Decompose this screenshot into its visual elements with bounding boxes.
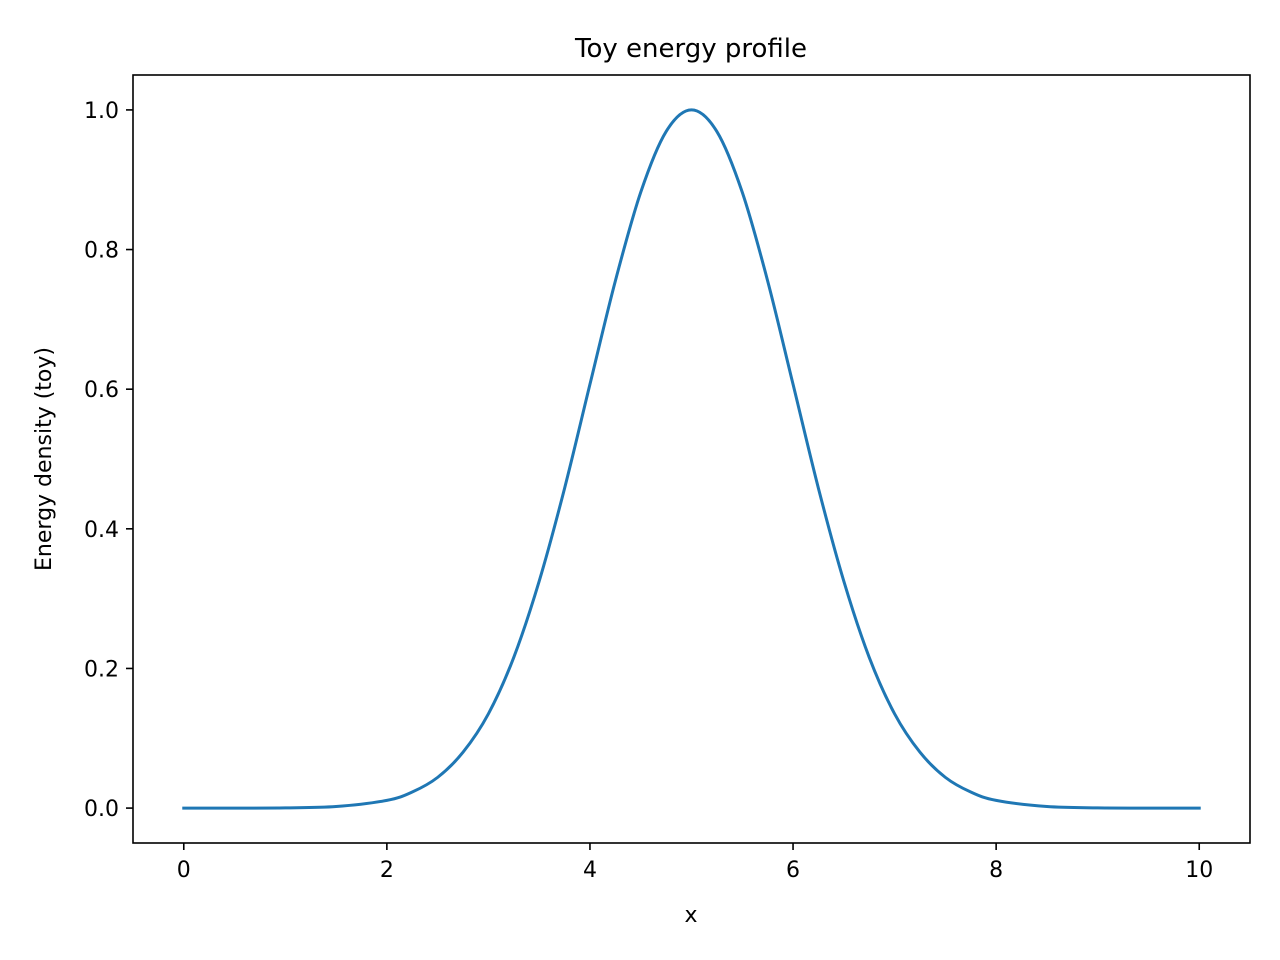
x-tick-label: 4 bbox=[583, 858, 597, 883]
plot-area-frame bbox=[132, 74, 1251, 844]
y-tick-label: 0.4 bbox=[84, 518, 119, 543]
y-tick-label: 1.0 bbox=[84, 99, 119, 124]
x-tick-label: 8 bbox=[989, 858, 1003, 883]
y-axis-title: Energy density (toy) bbox=[32, 347, 57, 571]
x-tick-label: 6 bbox=[786, 858, 800, 883]
y-tick-label: 0.0 bbox=[84, 797, 119, 822]
series-line-0 bbox=[182, 108, 1201, 810]
x-tick-label: 2 bbox=[380, 858, 394, 883]
series-layer bbox=[182, 108, 1201, 810]
y-tick-label: 0.8 bbox=[84, 239, 119, 264]
y-tick-label: 0.6 bbox=[84, 378, 119, 403]
y-axis: 0.0 0.2 0.4 0.6 0.8 1.0 bbox=[84, 99, 133, 822]
x-axis-title: x bbox=[684, 903, 697, 928]
x-axis: 0 2 4 6 8 10 bbox=[177, 843, 1213, 883]
chart-title: Toy energy profile bbox=[574, 34, 807, 64]
x-tick-label: 0 bbox=[177, 858, 191, 883]
x-tick-label: 10 bbox=[1185, 858, 1213, 883]
y-tick-label: 0.2 bbox=[84, 657, 119, 682]
